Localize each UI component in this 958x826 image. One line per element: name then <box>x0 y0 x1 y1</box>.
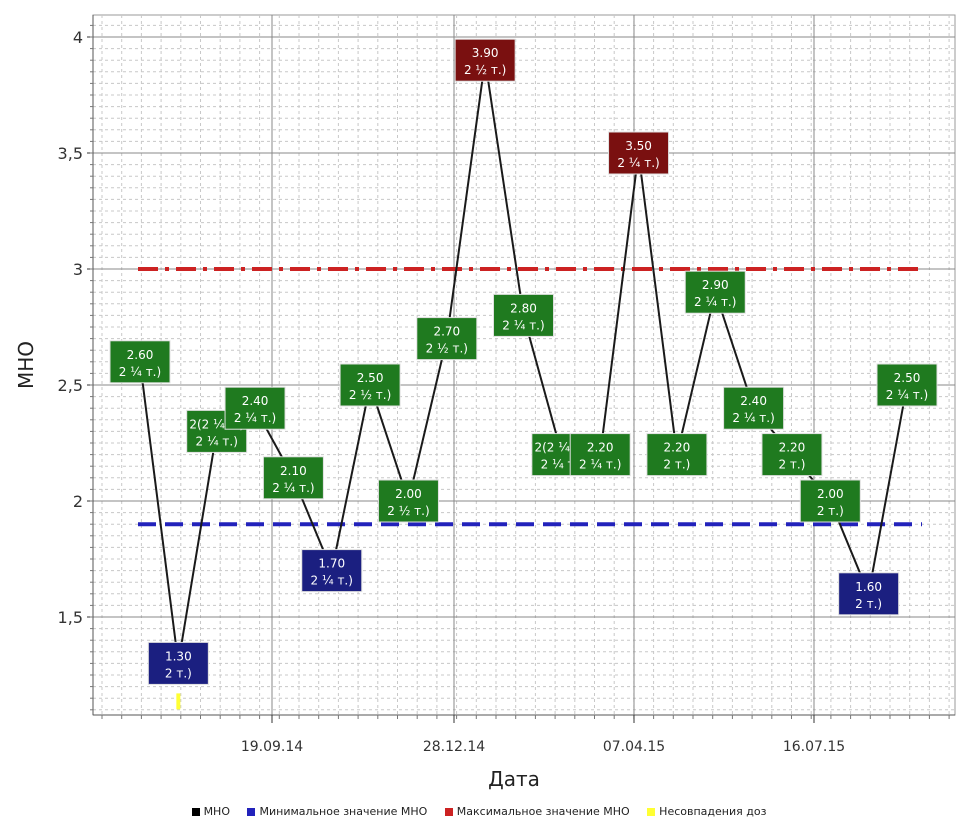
data-label-box <box>684 270 746 314</box>
data-label-box <box>109 340 171 384</box>
legend-item-inr: МНО <box>191 805 230 818</box>
plot-area: 1,5 2 2,5 3 3,5 4 19.09.14 28.12.14 07.04.15 16.0… <box>58 14 956 755</box>
data-label-value: 2.00 <box>817 487 844 501</box>
data-label-box <box>416 317 478 361</box>
data-label-value: 2.20 <box>587 441 614 455</box>
data-label-dose: 2 ¼ т.) <box>234 411 276 425</box>
x-tick-label: 19.09.14 <box>241 739 303 755</box>
data-label-box <box>301 549 363 593</box>
x-tick-label: 28.12.14 <box>423 739 485 755</box>
data-label-value: 2.40 <box>242 394 269 408</box>
data-label-dose: 2 т.) <box>855 597 882 611</box>
legend-label-mismatch: Несовпадения доз <box>659 805 767 818</box>
data-label-value: 2.10 <box>280 464 307 478</box>
legend-swatch-inr <box>191 808 200 816</box>
legend-item-max: Максимальное значение МНО <box>444 805 630 818</box>
y-tick-label: 2,5 <box>58 376 83 395</box>
y-tick-label: 1,5 <box>58 608 83 627</box>
data-label-box <box>646 433 708 477</box>
data-label-dose: 2 ¼ т.) <box>732 411 774 425</box>
data-label-box <box>569 433 631 477</box>
data-label-dose: 2 ½ т.) <box>387 504 429 518</box>
legend-label-min: Минимальное значение МНО <box>259 805 428 818</box>
data-label-box <box>799 479 861 523</box>
x-tick-label: 16.07.15 <box>783 739 845 755</box>
data-label-dose: 2 ¼ т.) <box>617 156 659 170</box>
data-label-dose: 2 ¼ т.) <box>196 434 238 448</box>
data-label-dose: 2 ½ т.) <box>464 63 506 77</box>
legend-swatch-mismatch <box>647 808 656 816</box>
legend-label-max: Максимальное значение МНО <box>456 805 630 818</box>
data-label-dose: 2 ¼ т.) <box>119 365 161 379</box>
y-axis-label: МНО <box>14 341 38 389</box>
data-label-box <box>262 456 324 500</box>
data-label-dose: 2 ¼ т.) <box>694 295 736 309</box>
data-label-box <box>723 386 785 430</box>
legend-item-min: Минимальное значение МНО <box>247 805 427 818</box>
data-label-box <box>377 479 439 523</box>
data-label-value: 1.60 <box>855 580 882 594</box>
data-label-value: 3.90 <box>472 46 499 60</box>
data-label-dose: 2 ½ т.) <box>426 342 468 356</box>
y-tick-label: 3 <box>73 260 83 279</box>
data-label-box <box>339 363 401 407</box>
dose-mismatch-marker <box>176 693 181 710</box>
data-label-dose: 2 ¼ т.) <box>579 458 621 472</box>
y-tick-label: 4 <box>73 28 83 47</box>
data-label-value: 2.20 <box>779 441 806 455</box>
legend-item-mismatch: Несовпадения доз <box>647 805 766 818</box>
data-label-value: 2.90 <box>702 278 729 292</box>
data-label-box <box>224 386 286 430</box>
legend: МНО Минимальное значение МНО Максимально… <box>0 805 958 818</box>
data-label-value: 2.70 <box>433 325 460 339</box>
legend-swatch-min <box>247 808 256 816</box>
data-label-dose: 2 ¼ т.) <box>272 481 314 495</box>
data-label-box <box>147 641 209 685</box>
chart-svg: 1,5 2 2,5 3 3,5 4 19.09.14 28.12.14 07.04.15 16.0… <box>14 14 956 791</box>
data-label-dose: 2 т.) <box>778 458 805 472</box>
data-label-value: 2.80 <box>510 301 537 315</box>
data-label-dose: 2 ¼ т.) <box>311 574 353 588</box>
data-label-box <box>454 38 516 82</box>
data-label-box <box>761 433 823 477</box>
data-label-box <box>493 293 554 337</box>
data-label-value: 2.20 <box>664 441 691 455</box>
x-axis-label: Дата <box>488 767 540 791</box>
data-label-value: 2.00 <box>395 487 422 501</box>
data-label-value: 2.60 <box>127 348 154 362</box>
legend-label-inr: МНО <box>203 805 230 818</box>
data-label-value: 2.50 <box>357 371 384 385</box>
data-label-value: 3.50 <box>625 139 652 153</box>
data-label-value: 2.40 <box>740 394 767 408</box>
plot-background <box>92 14 956 716</box>
data-label-dose: 2 т.) <box>663 458 690 472</box>
legend-swatch-max <box>444 808 453 816</box>
data-label-value: 2.50 <box>894 371 921 385</box>
data-label-value: 1.30 <box>165 649 192 663</box>
data-label-dose: 2 т.) <box>817 504 844 518</box>
data-label-value: 1.70 <box>318 557 345 571</box>
x-tick-label: 07.04.15 <box>603 739 665 755</box>
data-label-dose: 2 ½ т.) <box>349 388 391 402</box>
data-label-dose: 2 ¼ т.) <box>886 388 928 402</box>
y-tick-label: 2 <box>73 492 83 511</box>
y-tick-label: 3,5 <box>58 144 83 163</box>
data-label-box <box>876 363 938 407</box>
data-label-dose: 2 ¼ т.) <box>502 318 544 332</box>
data-label-box <box>608 131 670 175</box>
data-label-dose: 2 т.) <box>165 666 192 680</box>
data-label-box <box>838 572 900 616</box>
